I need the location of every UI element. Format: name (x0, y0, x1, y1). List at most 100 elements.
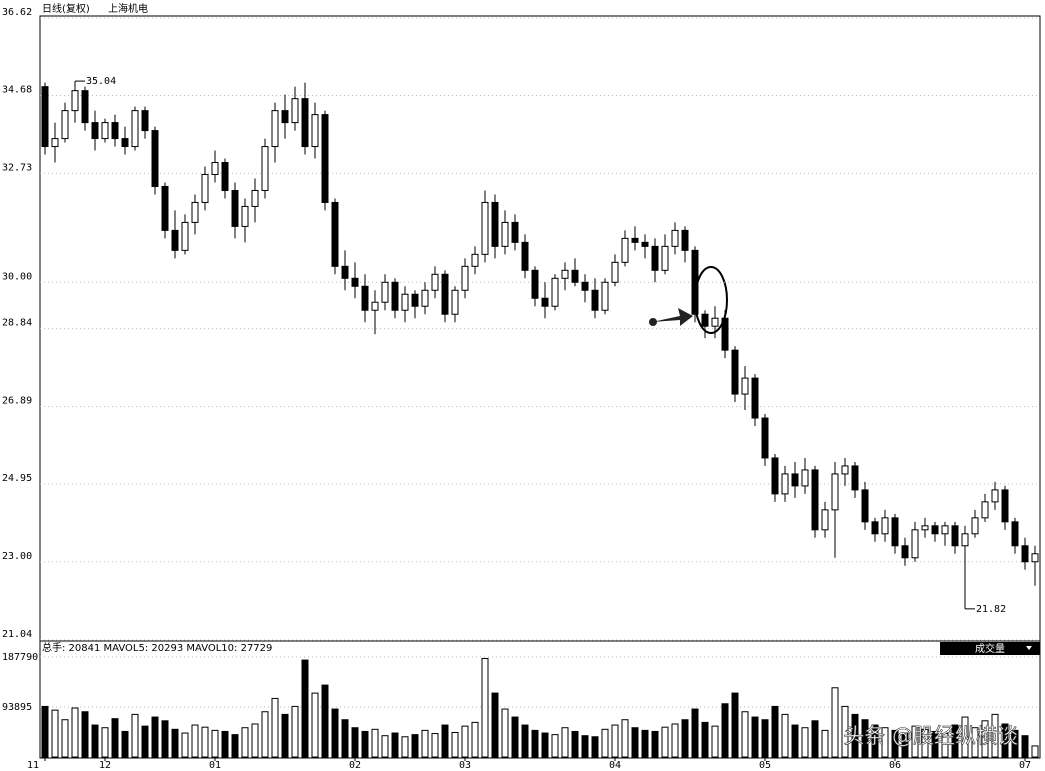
chart-title: 日线(复权) (42, 2, 90, 15)
volume-bar (851, 713, 859, 758)
volume-bar (681, 719, 689, 758)
volume-bar (961, 716, 969, 758)
candle-body (541, 297, 549, 307)
candle-body (951, 525, 959, 547)
candle-body (281, 110, 289, 124)
volume-bar (261, 711, 269, 758)
candle-body (751, 377, 759, 419)
candle-body (521, 241, 529, 271)
candle-body (611, 261, 619, 283)
y-tick-label: 23.00 (2, 551, 32, 562)
volume-bar (991, 713, 999, 758)
volume-bar (81, 711, 89, 758)
candle-body (881, 517, 889, 535)
candle-body (781, 473, 789, 495)
candle-body (771, 457, 779, 495)
volume-bar (141, 725, 149, 758)
candle-body (231, 189, 239, 227)
volume-bar (321, 684, 329, 758)
volume-bar (1031, 745, 1039, 758)
volume-bar (981, 720, 989, 758)
candle-body (51, 138, 59, 148)
volume-bar (491, 692, 499, 758)
volume-bar (91, 724, 99, 758)
volume-bar (841, 705, 849, 758)
candle-body (161, 185, 169, 231)
candle-body (171, 229, 179, 251)
candle-body (971, 517, 979, 535)
volume-bar (221, 730, 229, 758)
candle-body (321, 114, 329, 203)
candle-body (661, 245, 669, 271)
stock-name: 上海机电 (108, 2, 148, 15)
volume-bar (361, 730, 369, 758)
volume-bar (541, 732, 549, 758)
candle-body (711, 317, 719, 327)
candle-body (581, 281, 589, 291)
candle-body (721, 317, 729, 351)
volume-bar (61, 719, 69, 758)
candle-body (391, 281, 399, 311)
volume-legend: 总手: 20841 MAVOL5: 20293 MAVOL10: 27729 (42, 641, 272, 654)
volume-bar (311, 692, 319, 758)
candle-body (941, 525, 949, 535)
volume-bar (721, 703, 729, 758)
watermark: 头条 @股经纵横谈 (843, 724, 1018, 748)
frame (39, 15, 1041, 759)
y-tick-label: 32.73 (2, 162, 32, 173)
volume-bar (741, 711, 749, 758)
candle-body (121, 138, 129, 148)
volume-bar (271, 697, 279, 758)
volume-bar (51, 709, 59, 758)
volume-bar (631, 727, 639, 758)
x-tick-label: 05 (759, 760, 771, 771)
candle-body (831, 473, 839, 511)
volume-bar (331, 708, 339, 758)
candle-body (61, 110, 69, 140)
volume-bar (371, 728, 379, 758)
volume-bar (71, 707, 79, 758)
dropdown-arrow[interactable] (1026, 646, 1032, 650)
volume-bar (421, 729, 429, 758)
highlight-arrow-tail (649, 318, 657, 326)
candle-body (621, 237, 629, 263)
candle-body (761, 417, 769, 459)
indicator-button-label[interactable]: 成交量 (975, 642, 1005, 655)
candle-body (501, 221, 509, 247)
indicator-button[interactable] (940, 642, 1040, 655)
x-tick-label: 03 (459, 760, 471, 771)
volume-bar (921, 728, 929, 758)
candle-body (261, 146, 269, 191)
volume-bar (481, 657, 489, 758)
candle-body (241, 205, 249, 227)
candle-body (791, 473, 799, 487)
volume-bar (101, 727, 109, 758)
volume-bar (181, 732, 189, 758)
candle-body (71, 90, 79, 112)
volume-bar (871, 724, 879, 758)
volume-bar (1001, 723, 1009, 758)
volume-bar (931, 730, 939, 758)
candle-body (181, 221, 189, 251)
volume-bar (501, 708, 509, 758)
y-tick-label: 30.00 (2, 271, 32, 282)
candle-body (1021, 545, 1029, 563)
candle-body (371, 301, 379, 311)
candle-body (131, 110, 139, 148)
candle-body (351, 277, 359, 287)
candle-body (671, 229, 679, 247)
y-tick-label: 26.89 (2, 395, 32, 406)
volume-bar (781, 713, 789, 758)
candle-body (221, 162, 229, 191)
candle-body (921, 525, 929, 531)
candle-body (431, 273, 439, 291)
volume-bar (801, 727, 809, 758)
volume-bar (531, 729, 539, 758)
candle-body (311, 114, 319, 148)
volume-bar (571, 730, 579, 758)
candle-body (251, 189, 259, 207)
candle-body (41, 86, 49, 148)
x-tick-label: 02 (349, 760, 361, 771)
